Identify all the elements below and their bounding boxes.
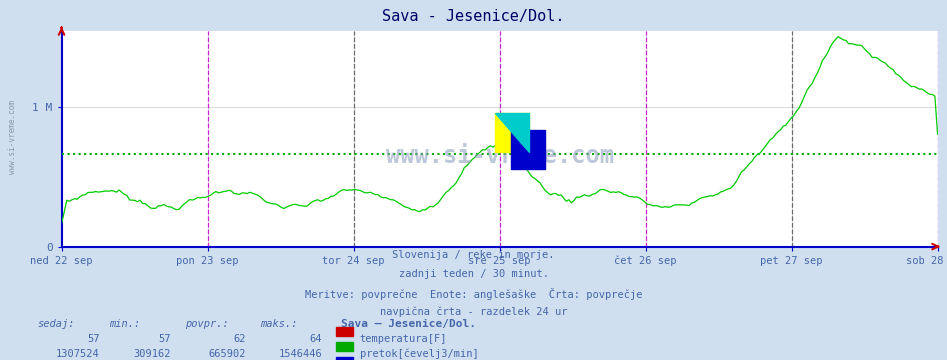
Text: pretok[čevelj3/min]: pretok[čevelj3/min] — [360, 349, 478, 359]
Bar — [495, 113, 529, 152]
Text: Meritve: povprečne  Enote: anglešaške  Črta: povprečje: Meritve: povprečne Enote: anglešaške Črt… — [305, 288, 642, 300]
Text: povpr.:: povpr.: — [185, 319, 228, 329]
Text: 57: 57 — [87, 334, 99, 344]
Text: navpična črta - razdelek 24 ur: navpična črta - razdelek 24 ur — [380, 306, 567, 317]
Text: www.si-vreme.com: www.si-vreme.com — [385, 144, 614, 168]
Text: temperatura[F]: temperatura[F] — [360, 334, 447, 344]
Text: 57: 57 — [158, 334, 170, 344]
Text: www.si-vreme.com: www.si-vreme.com — [8, 100, 17, 174]
Text: zadnji teden / 30 minut.: zadnji teden / 30 minut. — [399, 269, 548, 279]
Text: Sava – Jesenice/Dol.: Sava – Jesenice/Dol. — [341, 319, 476, 329]
Text: sedaj:: sedaj: — [38, 319, 76, 329]
Text: Slovenija / reke in morje.: Slovenija / reke in morje. — [392, 250, 555, 260]
Text: 665902: 665902 — [208, 349, 246, 359]
Text: 62: 62 — [234, 334, 246, 344]
Text: 1307524: 1307524 — [56, 349, 99, 359]
Polygon shape — [495, 113, 529, 152]
Bar — [510, 130, 545, 169]
Text: 1546446: 1546446 — [278, 349, 322, 359]
Text: Sava - Jesenice/Dol.: Sava - Jesenice/Dol. — [383, 9, 564, 24]
Text: 64: 64 — [310, 334, 322, 344]
Text: min.:: min.: — [109, 319, 140, 329]
Text: 309162: 309162 — [133, 349, 170, 359]
Text: maks.:: maks.: — [260, 319, 298, 329]
